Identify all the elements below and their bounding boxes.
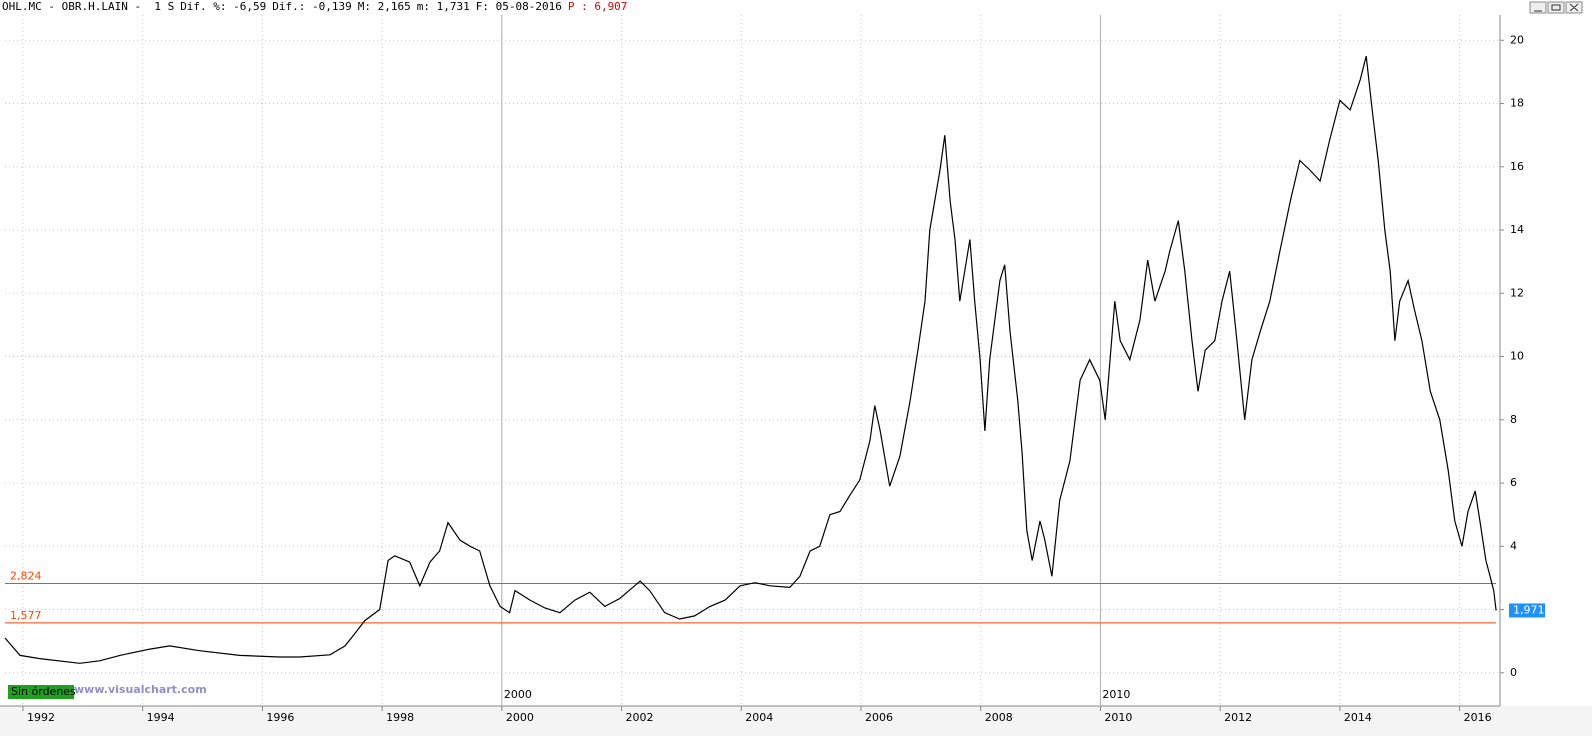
x-tick-label: 2008 xyxy=(985,711,1013,724)
header-field: F: 05-08-2016 xyxy=(475,0,562,13)
x-tick-label: 1992 xyxy=(27,711,55,724)
x-tick-label: 2014 xyxy=(1344,711,1372,724)
x-tick-label: 2012 xyxy=(1224,711,1252,724)
y-tick-label: 18 xyxy=(1510,97,1524,110)
y-tick-label: 12 xyxy=(1510,286,1524,299)
watermark: www.visualchart.com xyxy=(74,683,207,696)
period-label: 2010 xyxy=(1102,688,1130,701)
y-tick-label: 10 xyxy=(1510,350,1524,363)
header-field: m: 1,731 xyxy=(416,0,470,13)
badge: Sin órdenes xyxy=(11,685,76,698)
y-tick-label: 0 xyxy=(1510,666,1517,679)
maximize-button[interactable] xyxy=(1547,1,1565,14)
minimize-button[interactable] xyxy=(1529,1,1547,14)
header-field: P : 6,907 xyxy=(567,0,628,13)
x-tick-label: 2010 xyxy=(1104,711,1132,724)
last-price-label: 1,971 xyxy=(1513,603,1545,616)
y-tick-label: 16 xyxy=(1510,160,1524,173)
y-tick-label: 4 xyxy=(1510,539,1517,552)
header-field: Dif. %: -6,59 xyxy=(180,0,267,13)
level-label: 1,577 xyxy=(10,609,42,622)
x-tick-label: 1996 xyxy=(266,711,294,724)
x-tick-label: 1994 xyxy=(147,711,175,724)
y-tick-label: 8 xyxy=(1510,413,1517,426)
x-tick-label: 2006 xyxy=(865,711,893,724)
header-field: OHL.MC - OBR.H.LAIN - 1 S xyxy=(2,0,175,13)
level-label: 2,824 xyxy=(10,569,42,582)
y-tick-label: 6 xyxy=(1510,476,1517,489)
x-tick-label: 1998 xyxy=(386,711,414,724)
price-line xyxy=(4,55,1497,664)
y-tick-label: 14 xyxy=(1510,223,1524,236)
period-label: 2000 xyxy=(504,688,532,701)
y-tick-label: 20 xyxy=(1510,33,1524,46)
header-field: M: 2,165 xyxy=(357,0,411,13)
x-tick-label: 2000 xyxy=(506,711,534,724)
last-price-tag xyxy=(1509,603,1545,618)
x-tick-label: 2016 xyxy=(1464,711,1492,724)
header-field: Dif.: -0,139 xyxy=(272,0,352,13)
window-icons xyxy=(1534,3,1579,12)
x-axis-strip xyxy=(0,706,1592,736)
x-tick-label: 2002 xyxy=(626,711,654,724)
badge-bg xyxy=(8,685,74,699)
x-tick-label: 2004 xyxy=(745,711,773,724)
header: OHL.MC - OBR.H.LAIN - 1 S Dif. %: -6,59 Di… xyxy=(2,0,627,14)
